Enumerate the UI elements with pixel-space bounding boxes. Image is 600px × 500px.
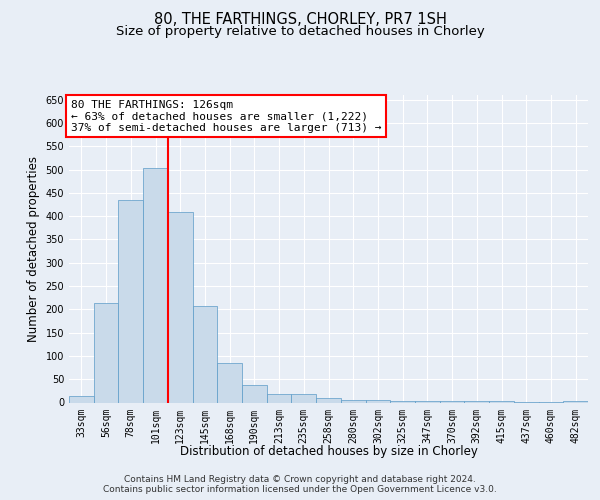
Bar	[242, 385, 267, 402]
Text: 80, THE FARTHINGS, CHORLEY, PR7 1SH: 80, THE FARTHINGS, CHORLEY, PR7 1SH	[154, 12, 446, 26]
Text: Size of property relative to detached houses in Chorley: Size of property relative to detached ho…	[116, 25, 484, 38]
Bar	[69, 396, 94, 402]
Text: 80 THE FARTHINGS: 126sqm
← 63% of detached houses are smaller (1,222)
37% of sem: 80 THE FARTHINGS: 126sqm ← 63% of detach…	[71, 100, 381, 133]
Bar	[365, 400, 390, 402]
Bar	[563, 400, 588, 402]
Text: Contains HM Land Registry data © Crown copyright and database right 2024.
Contai: Contains HM Land Registry data © Crown c…	[103, 474, 497, 494]
Bar	[168, 212, 193, 402]
Bar	[440, 401, 464, 402]
Y-axis label: Number of detached properties: Number of detached properties	[27, 156, 40, 342]
Bar	[341, 400, 365, 402]
Bar	[489, 401, 514, 402]
Bar	[292, 394, 316, 402]
X-axis label: Distribution of detached houses by size in Chorley: Distribution of detached houses by size …	[179, 446, 478, 458]
Bar	[390, 401, 415, 402]
Bar	[267, 394, 292, 402]
Bar	[118, 200, 143, 402]
Bar	[316, 398, 341, 402]
Bar	[94, 304, 118, 402]
Bar	[143, 168, 168, 402]
Bar	[415, 401, 440, 402]
Bar	[464, 401, 489, 402]
Bar	[217, 363, 242, 403]
Bar	[193, 306, 217, 402]
